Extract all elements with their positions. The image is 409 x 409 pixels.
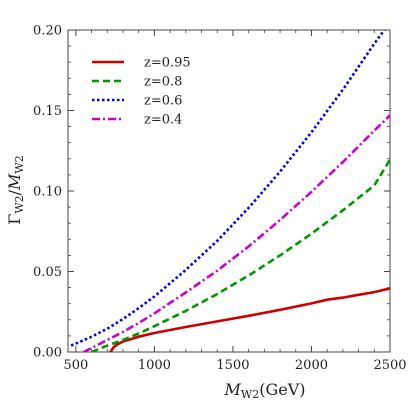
y-tick-label: 0.00 [33,346,62,361]
legend-label: z=0.4 [144,113,182,128]
axis-ticks: 500 1000 1500 2000 2500 0.00 0.05 0.10 0.15 0.20 [33,24,407,374]
y-tick-label: 0.05 [33,265,62,280]
y-tick-label: 0.20 [33,24,62,39]
x-tick-label: 500 [63,358,88,373]
series-layer [70,30,390,352]
x-tick-label: 2500 [373,358,406,373]
y-tick-label: 0.15 [33,104,62,119]
series-line-z-0-95 [109,287,390,352]
legend-label: z=0.6 [144,94,182,109]
series-line-z-0-8 [91,158,390,352]
legend-label: z=0.8 [144,75,182,90]
x-tick-label: 1000 [138,358,171,373]
y-tick-label: 0.10 [33,185,62,200]
x-tick-label: 1500 [216,358,249,373]
series-line-z-0-4 [83,114,390,352]
legend-label: z=0.95 [144,56,191,71]
legend: z=0.95 z=0.8 z=0.6 z=0.4 [82,49,230,133]
y-axis-title: ΓW2/MW2 [5,155,26,225]
x-tick-label: 2000 [295,358,328,373]
x-axis-title: MW2(GeV) [224,380,306,401]
